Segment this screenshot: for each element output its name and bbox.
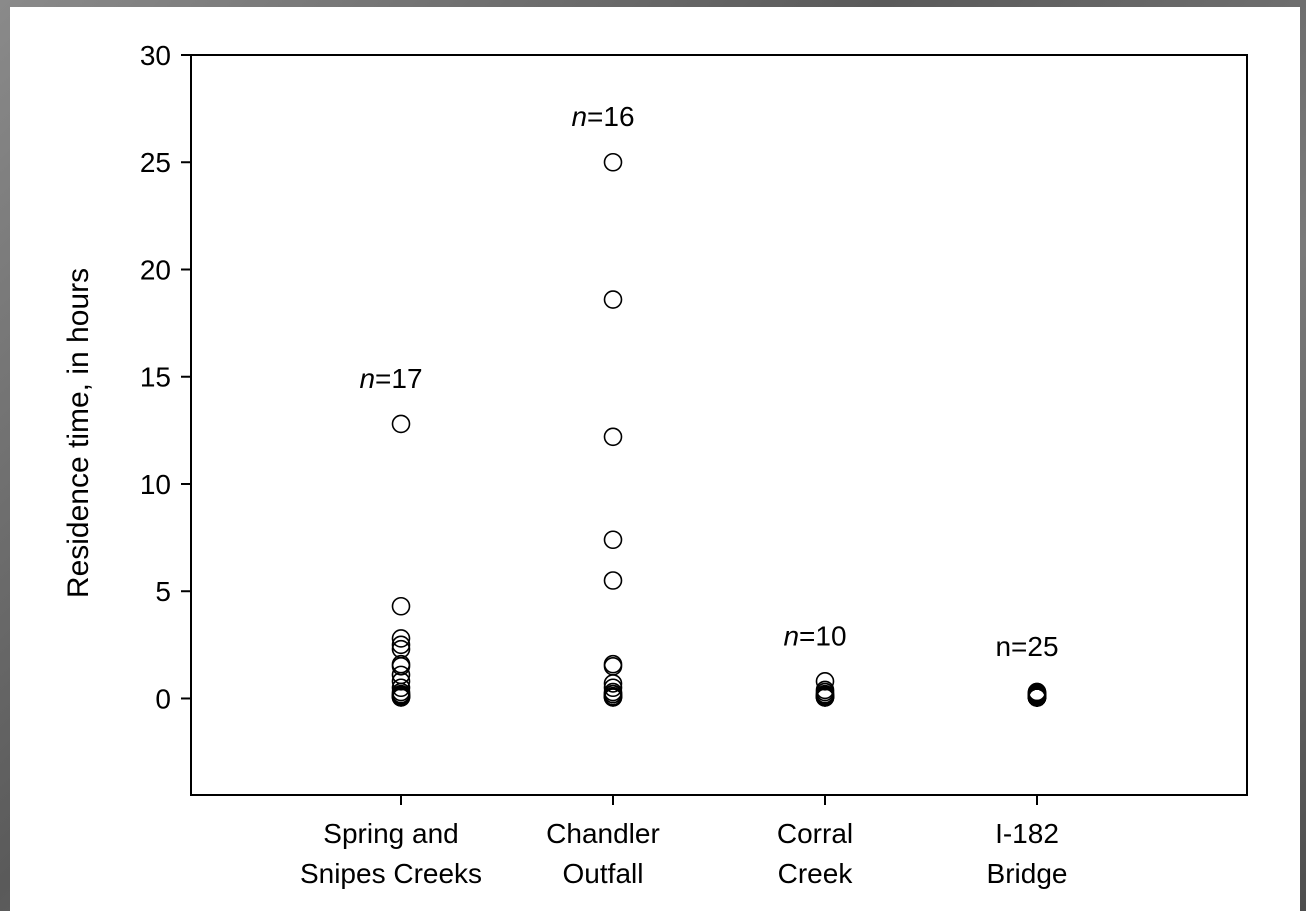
x-axis: Spring and Snipes Creeks Chandler Outfall Co… [300, 795, 1068, 889]
n-symbol: n [571, 101, 587, 132]
data-point [603, 152, 623, 172]
x-category-label: Corral Creek [777, 818, 853, 889]
data-point [603, 688, 623, 707]
plot-area [190, 54, 1248, 796]
y-tick-label: 15 [140, 362, 171, 393]
sample-size-label: n=25 [995, 631, 1058, 662]
data-point [603, 674, 623, 693]
sample-size-label: n=16 [571, 101, 634, 132]
n-value: =10 [799, 620, 847, 651]
data-point [391, 635, 411, 655]
y-tick-label: 5 [155, 576, 171, 607]
x-category-label-line: Bridge [987, 858, 1068, 889]
data-point [815, 672, 835, 691]
x-category-label: Spring and Snipes Creeks [300, 818, 482, 889]
x-category-label-line: Spring and [323, 818, 458, 849]
data-point [815, 688, 835, 707]
n-value: =17 [375, 363, 423, 394]
sample-size-label: n=10 [783, 620, 846, 651]
y-tick-label: 30 [140, 40, 171, 71]
y-tick-label: 10 [140, 469, 171, 500]
y-axis-label: Residence time, in hours [62, 268, 95, 598]
data-point [603, 571, 623, 590]
data-point [391, 678, 411, 698]
data-point [391, 596, 411, 616]
data-point [1027, 688, 1047, 707]
x-category-label: Chandler Outfall [546, 818, 660, 889]
n-symbol: n [359, 363, 375, 394]
x-category-label: I-182 Bridge [987, 818, 1068, 889]
data-point [391, 414, 411, 434]
scatter-chart: 0 5 10 15 20 25 30 Spring and Snipes Creeks Chan… [62, 40, 1248, 889]
y-axis: 0 5 10 15 20 25 30 [140, 40, 191, 714]
data-point [603, 530, 623, 550]
data-point [391, 672, 411, 691]
x-category-label-line: Outfall [563, 858, 644, 889]
data-point [391, 688, 411, 707]
data-point [603, 290, 623, 309]
x-category-label-line: Corral [777, 818, 853, 849]
sample-size-labels: n=17n=16n=10 n=25 [359, 101, 1058, 662]
x-category-label-line: I-182 [995, 818, 1059, 849]
x-category-label-line: Snipes Creeks [300, 858, 482, 889]
data-point [391, 629, 411, 648]
x-category-label-line: Creek [778, 858, 854, 889]
y-tick-label: 0 [155, 683, 171, 714]
data-point [603, 427, 623, 447]
x-category-label-line: Chandler [546, 818, 660, 849]
data-point [603, 678, 623, 698]
data-points [391, 152, 1047, 707]
n-value: =16 [587, 101, 635, 132]
y-tick-label: 25 [140, 147, 171, 178]
chart-panel: 0 5 10 15 20 25 30 Spring and Snipes Creeks Chan… [10, 7, 1300, 911]
sample-size-label: n=17 [359, 363, 422, 394]
y-tick-label: 20 [140, 254, 171, 285]
n-symbol: n [783, 620, 799, 651]
data-point [391, 657, 411, 676]
